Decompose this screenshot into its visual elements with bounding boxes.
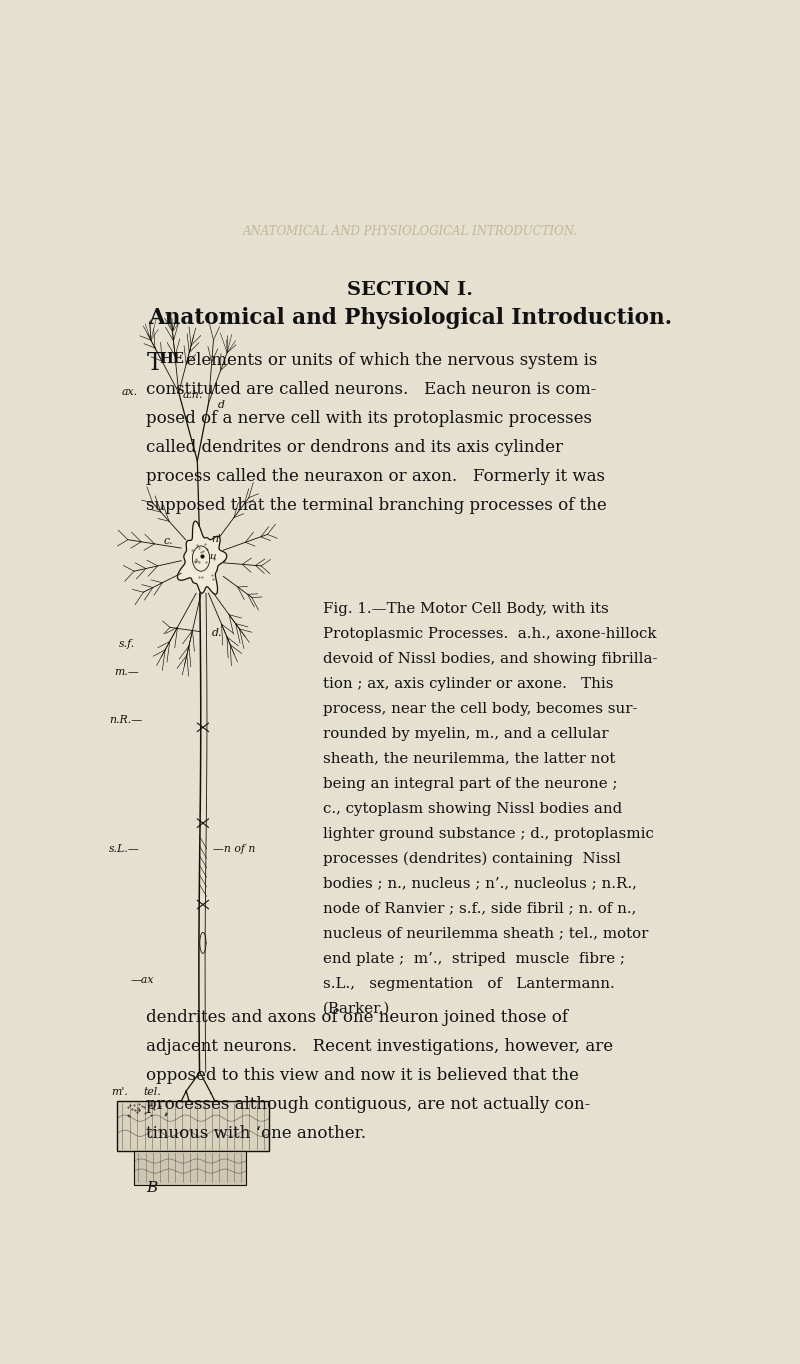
Text: s.L.,   segmentation   of   Lantermann.: s.L., segmentation of Lantermann. bbox=[323, 977, 615, 990]
Text: elements or units of which the nervous system is: elements or units of which the nervous s… bbox=[181, 352, 597, 370]
Text: Protoplasmic Processes.  a.h., axone-hillock: Protoplasmic Processes. a.h., axone-hill… bbox=[323, 626, 657, 641]
Text: constituted are called neurons.   Each neuron is com-: constituted are called neurons. Each neu… bbox=[146, 381, 597, 398]
Text: adjacent neurons.   Recent investigations, however, are: adjacent neurons. Recent investigations,… bbox=[146, 1038, 614, 1054]
Text: a.h.: a.h. bbox=[182, 390, 203, 400]
Text: HE: HE bbox=[159, 352, 184, 366]
Text: process, near the cell body, becomes sur-: process, near the cell body, becomes sur… bbox=[323, 701, 638, 716]
Text: m.—: m.— bbox=[114, 667, 139, 678]
Text: Fig. 1.—The Motor Cell Body, with its: Fig. 1.—The Motor Cell Body, with its bbox=[323, 602, 609, 615]
Text: Anatomical and Physiological Introduction.: Anatomical and Physiological Introductio… bbox=[148, 307, 672, 329]
Text: opposed to this view and now it is believed that the: opposed to this view and now it is belie… bbox=[146, 1067, 579, 1084]
Text: node of Ranvier ; s.f., side fibril ; n. of n.,: node of Ranvier ; s.f., side fibril ; n.… bbox=[323, 902, 637, 915]
Text: d.: d. bbox=[211, 629, 222, 638]
Text: rounded by myelin, m., and a cellular: rounded by myelin, m., and a cellular bbox=[323, 727, 609, 741]
Text: bodies ; n., nucleus ; n’., nucleolus ; n.R.,: bodies ; n., nucleus ; n’., nucleolus ; … bbox=[323, 877, 637, 891]
Text: nucleus of neurilemma sheath ; tel., motor: nucleus of neurilemma sheath ; tel., mot… bbox=[323, 926, 649, 941]
Text: devoid of Nissl bodies, and showing fibrilla-: devoid of Nissl bodies, and showing fibr… bbox=[323, 652, 658, 666]
Text: SECTION I.: SECTION I. bbox=[347, 281, 473, 299]
Text: process called the neuraxon or axon.   Formerly it was: process called the neuraxon or axon. For… bbox=[146, 468, 606, 484]
Text: m'.: m'. bbox=[111, 1087, 128, 1097]
Polygon shape bbox=[178, 521, 227, 595]
Text: T: T bbox=[146, 352, 162, 375]
Text: end plate ;  m’.,  striped  muscle  fibre ;: end plate ; m’., striped muscle fibre ; bbox=[323, 952, 626, 966]
Text: processes although contiguous, are not actually con-: processes although contiguous, are not a… bbox=[146, 1095, 590, 1113]
Text: called dendrites or dendrons and its axis cylinder: called dendrites or dendrons and its axi… bbox=[146, 439, 563, 456]
Text: posed of a nerve cell with its protoplasmic processes: posed of a nerve cell with its protoplas… bbox=[146, 411, 593, 427]
Text: dendrites and axons of one neuron joined those of: dendrites and axons of one neuron joined… bbox=[146, 1009, 569, 1026]
Text: s.L.—: s.L.— bbox=[110, 844, 140, 854]
Text: being an integral part of the neurone ;: being an integral part of the neurone ; bbox=[323, 776, 618, 791]
Text: sheath, the neurilemma, the latter not: sheath, the neurilemma, the latter not bbox=[323, 752, 615, 765]
Bar bbox=[118, 1101, 270, 1151]
Text: —n of n: —n of n bbox=[214, 844, 256, 854]
Bar bbox=[134, 1151, 246, 1184]
Text: lighter ground substance ; d., protoplasmic: lighter ground substance ; d., protoplas… bbox=[323, 827, 654, 840]
Text: tel.: tel. bbox=[143, 1087, 161, 1097]
Text: (Barker.): (Barker.) bbox=[323, 1001, 390, 1016]
Text: processes (dendrites) containing  Nissl: processes (dendrites) containing Nissl bbox=[323, 851, 621, 866]
Text: B: B bbox=[146, 1181, 158, 1195]
Text: supposed that the terminal branching processes of the: supposed that the terminal branching pro… bbox=[146, 496, 607, 514]
Text: u: u bbox=[210, 551, 216, 561]
Text: ax.: ax. bbox=[122, 387, 138, 397]
Text: d: d bbox=[218, 401, 225, 411]
Text: tinuous with ‘one another.: tinuous with ‘one another. bbox=[146, 1125, 366, 1142]
Text: c.: c. bbox=[164, 536, 174, 546]
Text: s.f.: s.f. bbox=[118, 638, 135, 649]
Text: tion ; ax, axis cylinder or axone.   This: tion ; ax, axis cylinder or axone. This bbox=[323, 677, 614, 690]
Text: n.R.—: n.R.— bbox=[110, 715, 142, 726]
Text: n': n' bbox=[211, 533, 222, 544]
Text: ANATOMICAL AND PHYSIOLOGICAL INTRODUCTION.: ANATOMICAL AND PHYSIOLOGICAL INTRODUCTIO… bbox=[242, 225, 578, 239]
Text: c., cytoplasm showing Nissl bodies and: c., cytoplasm showing Nissl bodies and bbox=[323, 802, 622, 816]
Text: —ax: —ax bbox=[131, 975, 154, 985]
